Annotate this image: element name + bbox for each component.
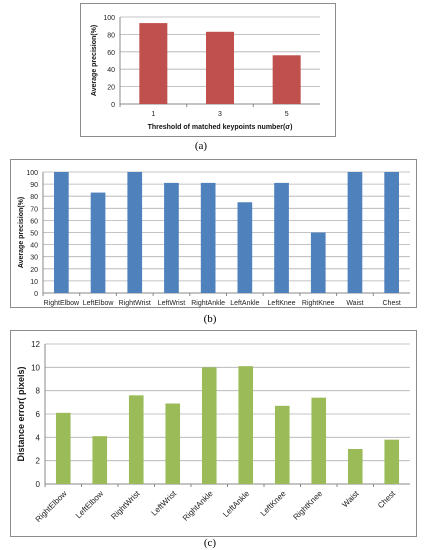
y-tick-label: 2 <box>36 457 41 466</box>
bar-rightankle <box>200 182 216 293</box>
y-tick-label: 8 <box>36 387 41 396</box>
y-tick-label: 60 <box>30 218 38 225</box>
y-tick-label: 60 <box>107 50 115 57</box>
bar-rightknee <box>310 232 326 293</box>
bar-chest <box>384 172 399 293</box>
x-tick-label: RightAnkle <box>191 300 225 307</box>
bar-rightankle <box>201 367 217 484</box>
bar-rightwrist <box>127 172 143 293</box>
x-tick-label: Chest <box>376 489 398 511</box>
x-tick-label: 1 <box>151 111 155 118</box>
bar-rightelbow <box>54 172 69 293</box>
x-tick-label: 3 <box>218 111 222 118</box>
x-tick-label: LeftKnee <box>268 300 296 307</box>
bar-5 <box>272 55 301 104</box>
x-tick-label: RightKnee <box>302 300 335 307</box>
bar-leftwrist <box>165 403 181 484</box>
y-tick-label: 50 <box>30 231 38 238</box>
y-tick-label: 4 <box>36 433 41 442</box>
y-tick-label: 70 <box>30 206 38 213</box>
caption-b: (b) <box>203 313 217 325</box>
x-tick-label: LeftElbow <box>83 300 115 307</box>
bar-3 <box>206 31 234 104</box>
chart-a: 0 20 40 60 80 100 1 3 5 Average precision(%) Thres… <box>91 15 320 131</box>
x-tick-label: LeftKnee <box>259 489 288 518</box>
chart-b: 0 10 20 30 40 50 60 70 80 90 100 RightElbow LeftElbo… <box>18 170 410 307</box>
bar-rightwrist <box>128 395 144 484</box>
x-tick-label: LeftAnkle <box>230 300 259 307</box>
bar-rightelbow <box>55 412 71 484</box>
bar-leftknee <box>274 182 289 293</box>
x-tick-label: LeftWrist <box>150 489 179 518</box>
y-axis-label: Average precision(%) <box>91 25 98 96</box>
bar-chest <box>384 439 400 484</box>
x-tick-label: RightElbow <box>34 489 69 524</box>
x-tick-label: 5 <box>285 111 289 118</box>
bar-leftelbow <box>92 436 108 484</box>
bar-leftknee <box>274 405 290 484</box>
chart-c-frame <box>10 330 417 537</box>
x-tick-label: Waist <box>340 489 361 510</box>
bar-rightknee <box>311 397 327 484</box>
x-tick-label: LeftAnkle <box>221 489 251 519</box>
y-tick-label: 0 <box>34 291 38 298</box>
y-tick-label: 10 <box>31 363 40 372</box>
x-tick-label: RightWrist <box>109 489 142 522</box>
bar-waist <box>347 449 363 484</box>
x-tick-label: RightAnkle <box>181 489 215 523</box>
y-tick-label: 80 <box>30 194 38 201</box>
y-tick-label: 100 <box>103 15 115 22</box>
y-tick-label: 80 <box>107 32 115 39</box>
caption-c: (c) <box>203 537 217 549</box>
bar-leftankle <box>238 366 254 484</box>
y-tick-label: 0 <box>36 480 41 489</box>
y-tick-label: 20 <box>30 267 38 274</box>
y-tick-label: 10 <box>30 279 38 286</box>
x-tick-label: RightKnee <box>291 489 324 522</box>
y-tick-label: 6 <box>36 410 41 419</box>
y-tick-label: 30 <box>30 255 38 262</box>
y-tick-label: 12 <box>31 340 40 349</box>
y-tick-label: 20 <box>107 85 115 92</box>
y-axis-label: Distance error( pixels) <box>16 366 26 461</box>
x-tick-label: LeftElbow <box>74 489 105 520</box>
x-tick-label: LeftWrist <box>158 300 186 307</box>
bar-waist <box>347 172 363 293</box>
x-tick-label: RightElbow <box>44 300 80 307</box>
x-tick-label: Chest <box>383 300 401 307</box>
bar-1 <box>139 23 168 105</box>
caption-a: (a) <box>194 140 208 152</box>
x-tick-label: Waist <box>346 300 363 307</box>
y-tick-label: 90 <box>30 182 38 189</box>
bar-leftankle <box>237 202 253 293</box>
chart-c: 0 2 4 6 8 10 12 RightElbow LeftElbow RightWrist Le… <box>16 340 410 524</box>
bar-leftwrist <box>164 182 179 293</box>
x-axis-label: Threshold of matched keypoints number(σ) <box>148 124 293 131</box>
y-axis-label: Average precision(%) <box>18 197 25 268</box>
x-tick-label: RightWrist <box>119 300 151 307</box>
y-tick-label: 0 <box>111 102 115 109</box>
y-tick-label: 100 <box>26 170 38 177</box>
y-tick-label: 40 <box>107 67 115 74</box>
y-tick-label: 40 <box>30 243 38 250</box>
bar-leftelbow <box>90 192 106 293</box>
